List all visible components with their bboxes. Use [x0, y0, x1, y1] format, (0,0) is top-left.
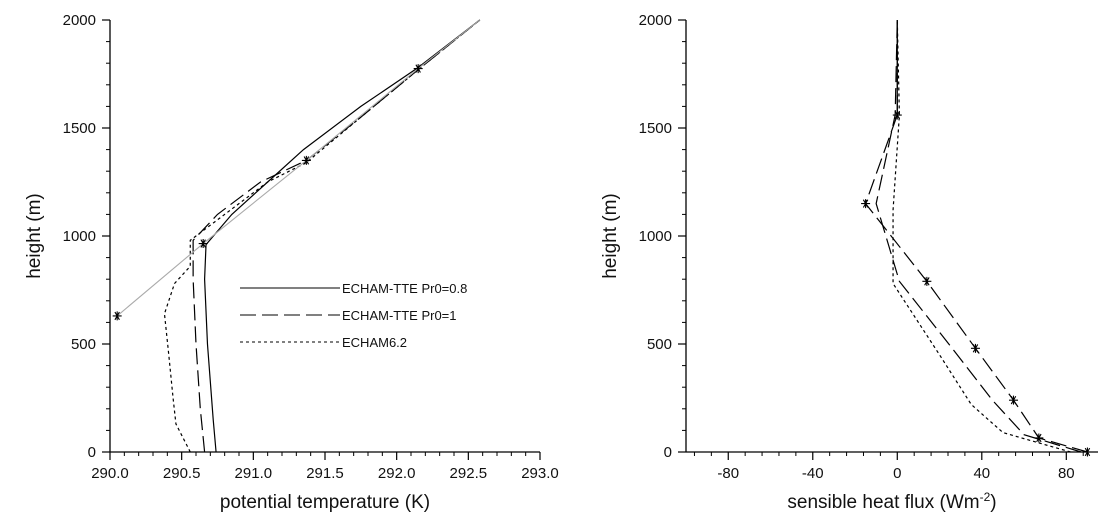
x-tick-label: -80 — [717, 465, 739, 482]
y-tick-label: 0 — [88, 444, 96, 461]
x-tick-label: 0 — [893, 465, 901, 482]
legend-label: ECHAM6.2 — [342, 335, 407, 350]
star-marker — [413, 64, 423, 74]
x-tick-label: 291.0 — [235, 465, 273, 482]
legend: ECHAM-TTE Pr0=0.8 ECHAM-TTE Pr0=1 ECHAM6.2 — [240, 281, 467, 350]
x-tick-label: 40 — [973, 465, 990, 482]
series-line-2 — [875, 19, 1082, 453]
y-tick-label: 0 — [664, 444, 672, 461]
star-marker — [1082, 447, 1092, 457]
legend-label: ECHAM-TTE Pr0=0.8 — [342, 281, 467, 296]
star-marker — [892, 110, 902, 120]
x-tick-label: 290.5 — [163, 465, 201, 482]
x-axis-label: sensible heat flux (Wm-2) — [787, 490, 996, 513]
panel-2: 0 500 1000 1500 2000 -80 -40 0 40 80 height (m) sen… — [600, 12, 1098, 513]
star-marker — [970, 343, 980, 353]
star-marker — [1034, 433, 1044, 443]
y-tick-label: 500 — [71, 336, 96, 353]
panel-1: 0 500 1000 1500 2000 290.0 290.5 291.0 291.5 292.… — [24, 12, 559, 513]
x-tick-label: -40 — [802, 465, 824, 482]
x-tick-label: 293.0 — [521, 465, 559, 482]
y-tick-label: 500 — [647, 336, 672, 353]
series-line-1 — [203, 19, 481, 453]
star-marker — [301, 155, 311, 165]
star-marker — [1008, 395, 1018, 405]
x-tick-label: 80 — [1058, 465, 1075, 482]
star-marker — [198, 239, 208, 249]
star-marker — [112, 311, 122, 321]
series-line-3 — [892, 19, 1071, 453]
y-tick-label: 1000 — [639, 228, 672, 245]
y-axis-label: height (m) — [600, 193, 621, 279]
series-line-4 — [864, 20, 1088, 453]
x-tick-label: 290.0 — [91, 465, 129, 482]
y-tick-label: 2000 — [639, 12, 672, 29]
legend-label: ECHAM-TTE Pr0=1 — [342, 308, 457, 323]
x-tick-label: 291.5 — [306, 465, 344, 482]
star-marker — [861, 199, 871, 209]
y-tick-label: 1000 — [63, 228, 96, 245]
y-tick-label: 2000 — [63, 12, 96, 29]
y-tick-label: 1500 — [63, 120, 96, 137]
star-marker — [922, 276, 932, 286]
y-tick-label: 1500 — [639, 120, 672, 137]
x-tick-label: 292.5 — [450, 465, 488, 482]
series-line-2 — [192, 19, 481, 453]
series-line-3 — [163, 19, 481, 453]
x-axis-label: potential temperature (K) — [220, 492, 430, 513]
y-axis-label: height (m) — [24, 193, 45, 279]
x-tick-label: 292.0 — [378, 465, 416, 482]
